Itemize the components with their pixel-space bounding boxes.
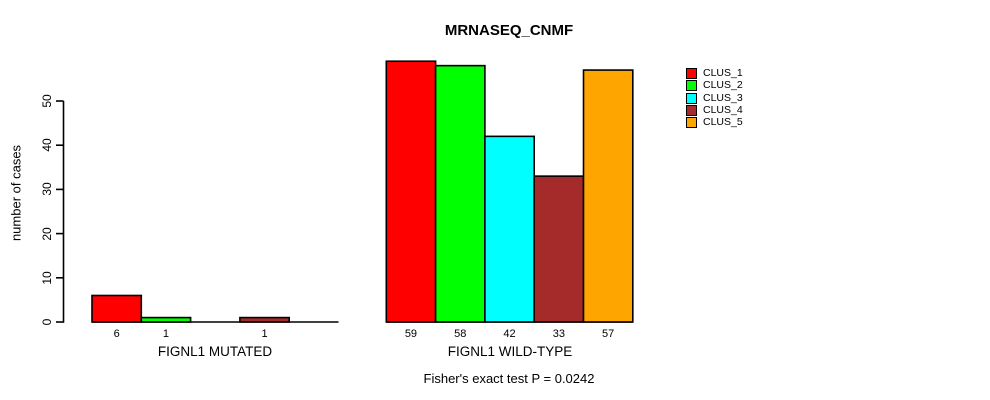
bar-value-label: 6 [113, 328, 120, 340]
x-group-label-wildtype: FIGNL1 WILD-TYPE [447, 344, 573, 359]
bar-value-label: 1 [261, 328, 268, 340]
legend-label: CLUS_3 [703, 91, 743, 104]
y-tick-label: 0 [40, 318, 54, 326]
legend-label: CLUS_2 [703, 79, 743, 92]
legend-item: CLUS_5 [686, 117, 743, 129]
bar-value-label: 58 [454, 328, 467, 340]
legend-label: CLUS_4 [703, 103, 743, 116]
legend-swatch-clus_2 [686, 80, 697, 92]
y-tick-label: 10 [40, 271, 54, 285]
chart-title: MRNASEQ_CNMF [444, 22, 574, 39]
legend-item: CLUS_2 [686, 80, 743, 92]
bar [140, 316, 192, 323]
bar [484, 135, 535, 323]
bar-value-label: 59 [404, 328, 418, 340]
y-axis-label: number of cases [8, 144, 24, 242]
y-tick-label: 40 [40, 138, 54, 152]
legend-label: CLUS_1 [703, 67, 743, 79]
bar [434, 64, 486, 323]
bar-value-label: 33 [552, 328, 565, 340]
bar [239, 316, 290, 323]
bar [533, 175, 585, 323]
y-tick-label: 30 [40, 182, 54, 197]
legend-swatch-clus_3 [686, 92, 697, 104]
legend-label: CLUS_5 [703, 116, 743, 129]
y-tick-label: 20 [40, 226, 54, 241]
bar [385, 60, 437, 323]
bar-value-label: 42 [503, 328, 516, 340]
legend-swatch-clus_1 [686, 68, 697, 79]
bar [91, 294, 143, 323]
bar-value-label: 57 [602, 328, 615, 340]
legend-swatch-clus_4 [686, 104, 697, 116]
legend-item: CLUS_4 [686, 104, 743, 116]
legend-item: CLUS_1 [686, 68, 743, 80]
y-tick-label: 50 [40, 94, 54, 108]
bar [582, 69, 634, 323]
fisher-test-note: Fisher's exact test P = 0.0242 [423, 371, 595, 386]
bar-value-label: 1 [162, 328, 169, 340]
legend-swatch-clus_5 [686, 117, 697, 129]
legend-item: CLUS_3 [686, 92, 743, 104]
x-group-label-mutated: FIGNL1 MUTATED [157, 344, 273, 359]
